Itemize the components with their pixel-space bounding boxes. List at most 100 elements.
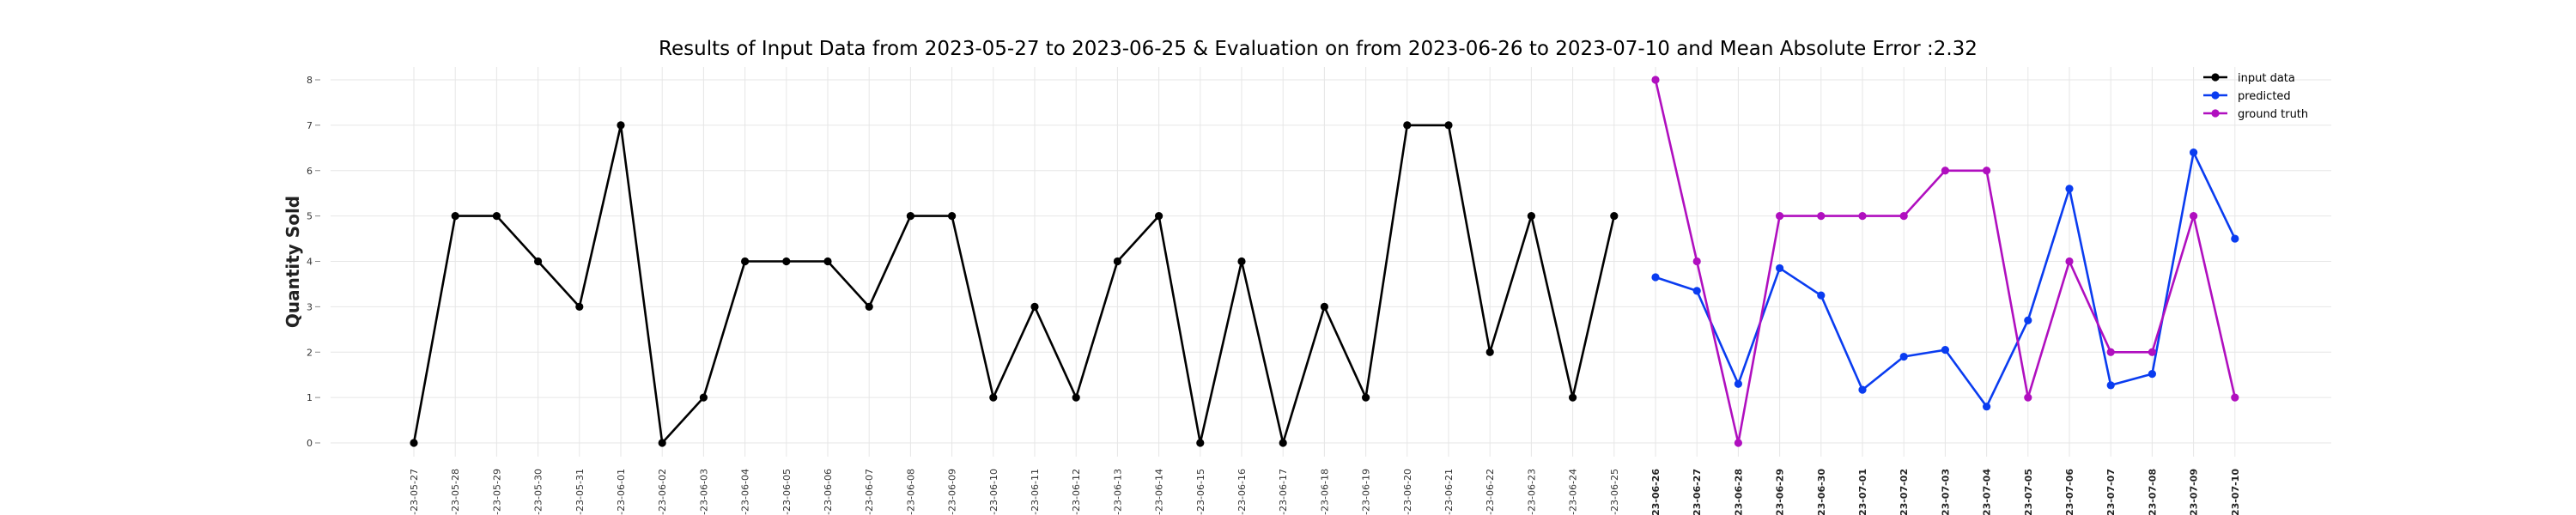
x-tick-label: -23-07-04 [1982, 469, 1993, 515]
series-line-input-data [412, 124, 1616, 445]
data-point [1899, 352, 1908, 361]
x-tick-label: -23-07-06 [2064, 469, 2075, 515]
x-tick-label: -23-07-02 [1899, 469, 1910, 515]
legend-marker [2211, 91, 2220, 100]
x-tick-label: -23-06-16 [1236, 469, 1248, 515]
data-point [1983, 167, 1991, 175]
x-tick-label: -23-07-08 [2147, 469, 2158, 515]
data-point [1362, 393, 1370, 402]
data-point [906, 212, 914, 221]
x-tick-label: -23-06-03 [698, 469, 709, 515]
data-point [2231, 393, 2239, 402]
data-point [2024, 316, 2032, 324]
x-tick-label: -23-06-28 [1733, 469, 1744, 515]
data-point [2065, 257, 2074, 266]
x-tick-label: -23-06-11 [1030, 469, 1041, 515]
data-point [1320, 302, 1328, 311]
x-tick-label: -23-07-10 [2230, 469, 2241, 515]
data-point [741, 257, 750, 266]
y-tick-label: 1 [307, 392, 313, 403]
data-point [865, 302, 873, 311]
x-tick-label: -23-06-23 [1526, 469, 1537, 515]
data-point [2148, 370, 2156, 379]
x-tick-label: -23-06-22 [1485, 469, 1496, 515]
data-point [1734, 379, 1742, 388]
x-axis-ticks: -23-05-27 -23-05-28 -23-05-29 -23-05-30 -23-… [409, 469, 2241, 515]
legend-label: ground truth [2238, 108, 2308, 121]
data-point [989, 393, 998, 402]
data-point [410, 439, 418, 447]
data-point [1030, 302, 1039, 311]
y-tick-label: 0 [307, 438, 313, 449]
x-tick-label: -23-07-01 [1857, 469, 1868, 515]
x-tick-label: -23-07-03 [1940, 469, 1951, 515]
x-tick-label: -23-06-07 [864, 469, 875, 515]
data-point [1527, 212, 1535, 221]
x-tick-label: -23-06-29 [1775, 469, 1786, 515]
x-tick-label: -23-05-29 [491, 469, 502, 515]
data-point [1155, 212, 1163, 221]
y-tick-label: 3 [307, 301, 313, 312]
data-point [451, 212, 459, 221]
x-tick-label: -23-06-30 [1816, 469, 1827, 515]
data-point [1858, 385, 1867, 394]
chart-title: Results of Input Data from 2023-05-27 to… [659, 38, 1978, 60]
x-tick-label: -23-06-14 [1154, 469, 1165, 515]
data-point [823, 257, 832, 266]
x-tick-label: -23-05-28 [450, 469, 461, 515]
legend-marker [2211, 73, 2220, 82]
data-point [1817, 212, 1826, 221]
data-point [699, 393, 708, 402]
data-point [1569, 393, 1577, 402]
data-point [617, 121, 625, 130]
data-point [1403, 121, 1412, 130]
y-axis-ticks: 0 1 2 3 4 5 6 7 8 [307, 75, 320, 449]
y-tick-label: 4 [307, 257, 313, 268]
data-point [1941, 346, 1949, 354]
data-point [1196, 439, 1205, 447]
data-point [2231, 234, 2239, 243]
data-point [1610, 212, 1619, 221]
x-tick-label: -23-06-10 [988, 469, 999, 515]
data-point [2190, 148, 2198, 157]
x-tick-label: -23-06-17 [1278, 469, 1289, 515]
y-tick-label: 7 [307, 120, 313, 131]
x-tick-label: -23-07-07 [2105, 469, 2117, 515]
data-point [1817, 291, 1826, 300]
y-tick-label: 2 [307, 347, 313, 358]
data-point [1444, 121, 1453, 130]
x-tick-label: -23-06-20 [1402, 469, 1413, 515]
x-tick-label: -23-07-09 [2189, 469, 2200, 515]
data-point [1237, 257, 1246, 266]
y-tick-label: 5 [307, 211, 313, 222]
x-tick-label: -23-06-24 [1568, 469, 1579, 515]
data-point [1734, 439, 1742, 447]
x-tick-label: -23-06-15 [1195, 469, 1206, 515]
x-tick-label: -23-06-19 [1361, 469, 1372, 515]
legend-label: input data [2238, 72, 2295, 85]
data-point [2148, 348, 2156, 356]
legend: input data predicted ground truth [2203, 72, 2308, 121]
x-tick-label: -23-06-18 [1319, 469, 1330, 515]
data-point [2190, 212, 2198, 221]
x-tick-label: -23-05-27 [409, 469, 420, 515]
x-tick-label: -23-07-05 [2023, 469, 2034, 515]
x-tick-label: -23-06-27 [1692, 469, 1703, 515]
x-tick-label: -23-06-04 [740, 469, 751, 515]
data-point [2106, 381, 2115, 390]
data-point [1113, 257, 1121, 266]
y-axis-label: Quantity Sold [283, 196, 303, 328]
data-point [1899, 212, 1908, 221]
data-point [534, 257, 543, 266]
data-point [1776, 212, 1784, 221]
data-point [2106, 348, 2115, 356]
legend-marker [2211, 109, 2220, 118]
data-point [658, 439, 666, 447]
data-point [1651, 273, 1660, 282]
data-point [1485, 348, 1494, 356]
data-point [1692, 287, 1701, 295]
x-tick-label: -23-06-12 [1071, 469, 1082, 515]
data-point [1692, 257, 1701, 266]
data-point [2065, 185, 2074, 193]
